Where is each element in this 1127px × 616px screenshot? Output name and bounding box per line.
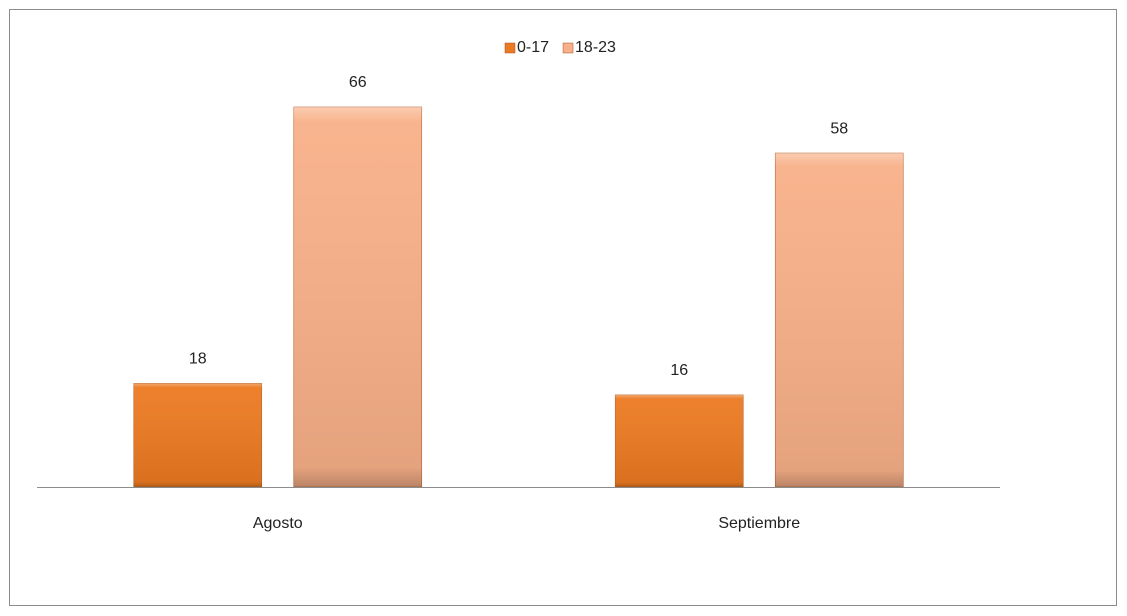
data-label: 18 xyxy=(189,351,207,368)
data-label: 66 xyxy=(349,74,367,91)
x-tick-label: Agosto xyxy=(253,515,303,532)
data-label: 58 xyxy=(830,120,848,137)
legend-swatch xyxy=(504,42,516,54)
data-label: 16 xyxy=(670,362,688,379)
legend-swatch xyxy=(562,42,574,54)
x-tick-label: Septiembre xyxy=(718,515,800,532)
legend-label: 18-23 xyxy=(575,39,616,56)
bar xyxy=(614,394,744,488)
chart-frame xyxy=(9,9,1117,606)
bar xyxy=(293,106,423,488)
bar xyxy=(133,383,263,488)
legend-label: 0-17 xyxy=(517,39,549,56)
bar xyxy=(774,152,904,488)
